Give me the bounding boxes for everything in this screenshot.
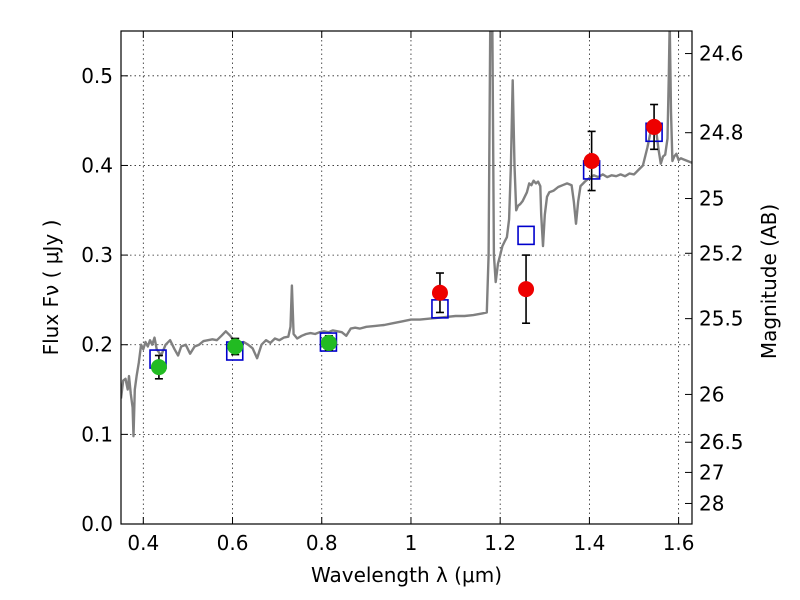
y2-tick-label: 25.5 — [699, 307, 744, 331]
y2-axis-label: Magnitude (AB) — [757, 204, 781, 359]
observed-photometry-point — [646, 118, 663, 135]
y2-tick-label: 24.6 — [699, 42, 744, 66]
x-tick-label: 0.6 — [217, 531, 249, 555]
observed-photometry-point — [227, 338, 244, 355]
observed-photometry-point — [431, 284, 448, 301]
y-tick-label: 0.5 — [81, 64, 113, 88]
y2-tick-label: 27 — [699, 460, 724, 484]
x-tick-label: 1.6 — [663, 531, 695, 555]
observed-photometry-point — [583, 152, 600, 169]
observed-photometry-point — [518, 281, 535, 298]
y2-tick-label: 26 — [699, 382, 724, 406]
photometry-points — [149, 103, 663, 380]
x-axis-label: Wavelength λ (μm) — [311, 563, 502, 587]
y-tick-label: 0.2 — [81, 333, 113, 357]
axis-ticks: 0.4 0.6 0.8 1 1.2 1.4 1.6 0.0 0.1 0.2 0.3 0.4 0.5 24.… — [81, 31, 744, 555]
y-tick-label: 0.1 — [81, 422, 113, 446]
model-photometry-square — [517, 225, 535, 246]
y-tick-label: 0.3 — [81, 243, 113, 267]
x-tick-label: 1.2 — [484, 531, 516, 555]
x-tick-label: 1.4 — [573, 531, 605, 555]
grid-lines — [121, 31, 692, 524]
x-tick-label: 0.4 — [127, 531, 159, 555]
x-tick-label: 1 — [405, 531, 418, 555]
x-tick-label: 0.8 — [306, 531, 338, 555]
y2-tick-label: 28 — [699, 491, 724, 515]
y2-tick-label: 26.5 — [699, 430, 744, 454]
y-tick-label: 0.0 — [81, 512, 113, 536]
y-axis-label: Flux Fν ( μJy ) — [39, 220, 63, 356]
y-tick-label: 0.4 — [81, 153, 113, 177]
y2-tick-label: 25 — [699, 187, 724, 211]
spectrum-layer — [121, 31, 692, 438]
plot-frame — [120, 30, 693, 525]
observed-photometry-point — [150, 359, 167, 376]
observed-photometry-point — [320, 334, 337, 351]
y2-tick-label: 25.2 — [699, 241, 744, 265]
spectrum-line — [121, 31, 692, 438]
y2-tick-label: 24.8 — [699, 121, 744, 145]
